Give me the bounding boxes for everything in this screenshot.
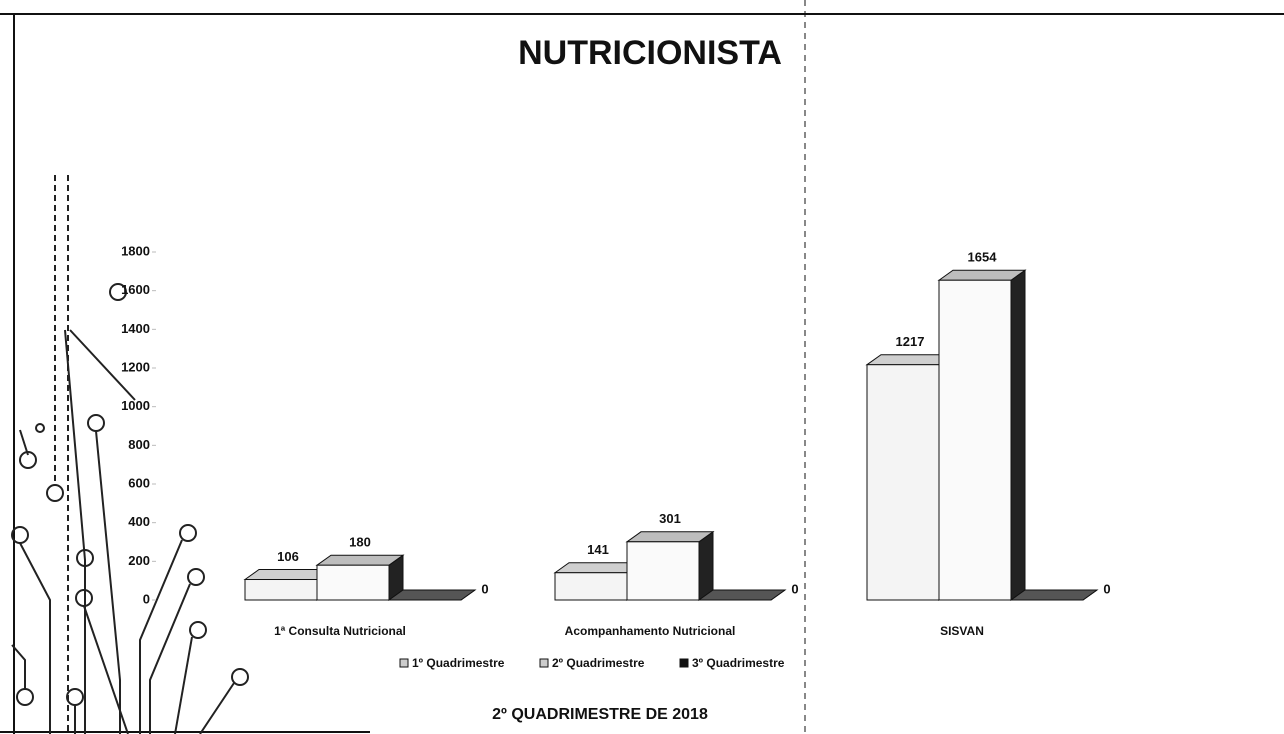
y-tick-label: 200 (128, 553, 150, 568)
data-label: 141 (587, 542, 609, 557)
x-tick-label: Acompanhamento Nutricional (565, 624, 736, 638)
y-tick-label: 0 (143, 591, 150, 606)
legend-swatch (679, 658, 689, 668)
bar (866, 364, 940, 601)
data-label: 1654 (968, 250, 998, 265)
bar (626, 541, 700, 601)
circuit-decoration (11, 175, 249, 734)
data-label: 301 (659, 511, 681, 526)
bar-top (937, 269, 1027, 281)
legend-label: 2º Quadrimestre (552, 656, 645, 670)
bar-top (697, 589, 787, 601)
legend-label: 3º Quadrimestre (692, 656, 785, 670)
data-label: 0 (481, 581, 488, 596)
chart-title: NUTRICIONISTA (518, 34, 782, 72)
y-tick-label: 1000 (121, 398, 150, 413)
x-tick-label: 1ª Consulta Nutricional (274, 624, 406, 638)
y-tick-label: 1400 (121, 321, 150, 336)
data-label: 0 (1103, 581, 1110, 596)
bar-top (315, 554, 405, 566)
chart-subtitle: 2º QUADRIMESTRE DE 2018 (492, 706, 708, 723)
data-label: 180 (349, 535, 371, 550)
data-label: 106 (277, 549, 299, 564)
x-tick-label: SISVAN (940, 624, 984, 638)
y-tick-label: 800 (128, 437, 150, 452)
bar-side (698, 530, 714, 601)
bar-top (387, 589, 477, 601)
bar-top (1009, 589, 1099, 601)
data-label: 1217 (896, 334, 925, 349)
bar (554, 572, 628, 601)
y-tick-label: 400 (128, 514, 150, 529)
legend-swatch (399, 658, 409, 668)
bar (244, 579, 318, 601)
y-tick-label: 1200 (121, 359, 150, 374)
y-tick-label: 1600 (121, 282, 150, 297)
bar-side (1010, 269, 1026, 601)
y-tick-label: 1800 (121, 243, 150, 258)
bar-top (625, 531, 715, 543)
legend-swatch (539, 658, 549, 668)
bar (316, 564, 390, 601)
y-tick-label: 600 (128, 475, 150, 490)
legend-label: 1º Quadrimestre (412, 656, 505, 670)
data-label: 0 (791, 581, 798, 596)
bar (938, 279, 1012, 601)
